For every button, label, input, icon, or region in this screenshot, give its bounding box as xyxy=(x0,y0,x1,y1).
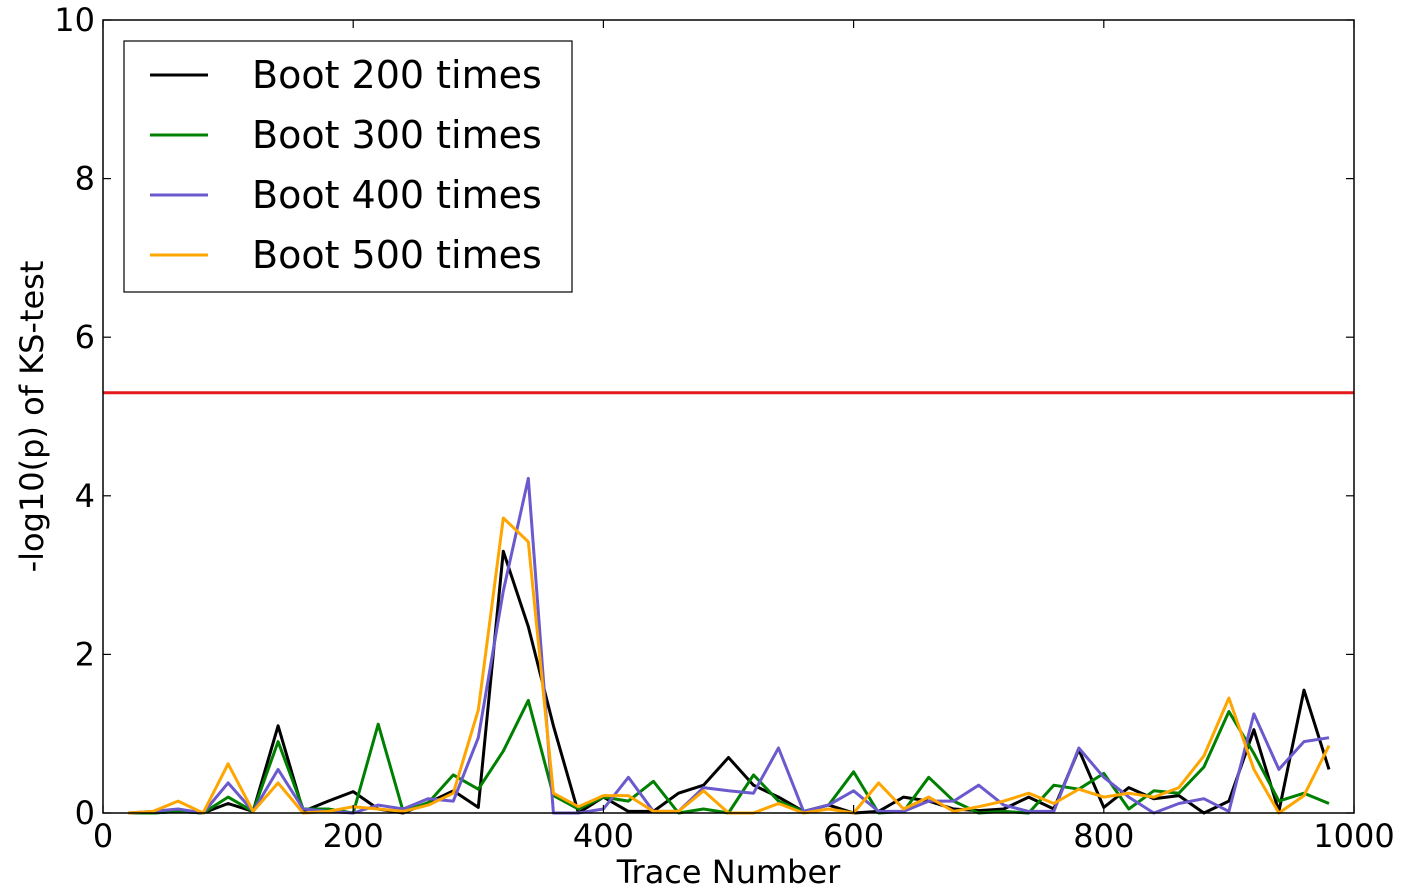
y-tick-label: 6 xyxy=(75,318,95,356)
series-line-4 xyxy=(127,516,1331,815)
y-tick-label: 8 xyxy=(75,160,95,198)
legend-label-2: Boot 300 times xyxy=(252,113,542,157)
series-line-1 xyxy=(128,549,1331,815)
legend-label-3: Boot 400 times xyxy=(252,173,542,217)
legend-label-4: Boot 500 times xyxy=(252,233,542,277)
legend-label-1: Boot 200 times xyxy=(252,53,542,97)
x-tick-label: 600 xyxy=(823,817,884,855)
legend: Boot 200 times Boot 300 times Boot 400 tim… xyxy=(123,40,573,293)
y-tick-label: 2 xyxy=(75,635,95,673)
x-tick-label: 0 xyxy=(93,817,113,855)
x-axis-label: Trace Number xyxy=(616,853,841,891)
y-axis-label: -log10(p) of KS-test xyxy=(13,261,51,573)
series-line-3 xyxy=(127,476,1330,815)
x-tick-label: 1000 xyxy=(1313,817,1394,855)
x-tick-label: 800 xyxy=(1073,817,1134,855)
axis-ticks: 0 200 400 600 800 1000 0 2 4 6 8 10 xyxy=(54,1,1394,855)
plot-area-frame xyxy=(102,19,1355,814)
x-tick-label: 400 xyxy=(573,817,634,855)
legend-box xyxy=(123,40,573,293)
y-tick-label: 4 xyxy=(75,477,95,515)
y-tick-label: 0 xyxy=(75,794,95,832)
series-layer xyxy=(127,476,1331,815)
x-tick-label: 200 xyxy=(323,817,384,855)
y-tick-label: 10 xyxy=(54,1,95,39)
